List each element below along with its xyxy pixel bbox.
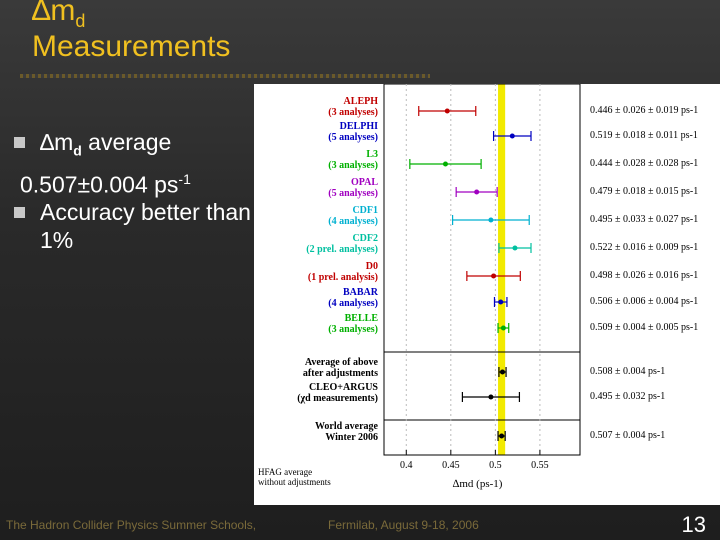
delta-symbol: ∆m — [32, 0, 76, 27]
data-point — [488, 394, 494, 400]
average-band — [498, 84, 506, 455]
data-point — [498, 299, 504, 305]
data-point — [474, 189, 480, 195]
footer-right: Fermilab, August 9-18, 2006 — [328, 518, 479, 532]
title-subscript: d — [75, 11, 86, 31]
measurement-value: 0.498 ± 0.026 ± 0.016 ps-1 — [590, 270, 698, 281]
measurement-value: 0.495 ± 0.032 ps-1 — [590, 391, 665, 402]
measurement-sublabel: (4 analyses) — [328, 298, 378, 309]
data-point — [491, 273, 497, 279]
measurement-value: 0.509 ± 0.004 ± 0.005 ps-1 — [590, 322, 698, 333]
data-point — [500, 325, 506, 331]
footer-left: The Hadron Collider Physics Summer Schoo… — [6, 518, 257, 532]
measurement-value: 0.506 ± 0.006 ± 0.004 ps-1 — [590, 296, 698, 307]
measurement-sublabel: (3 analyses) — [328, 324, 378, 335]
measurement-label: ALEPH — [344, 96, 379, 107]
measurement-sublabel: (χd measurements) — [297, 393, 378, 404]
measurement-value: 0.444 ± 0.028 ± 0.028 ps-1 — [590, 158, 698, 169]
bullet2-text: Accuracy better than 1% — [40, 199, 251, 254]
measurement-sublabel: (4 analyses) — [328, 216, 378, 227]
data-point — [512, 245, 518, 251]
footnote-line2: without adjustments — [258, 477, 331, 487]
x-tick-label: 0.5 — [489, 460, 502, 471]
bullet1-sub: d — [73, 142, 82, 159]
measurement-sublabel: after adjustments — [303, 368, 378, 379]
measurement-value: 0.522 ± 0.016 ± 0.009 ps-1 — [590, 242, 698, 253]
measurement-sublabel: (2 prel. analyses) — [306, 244, 378, 255]
measurement-label: DELPHI — [340, 121, 378, 132]
measurement-value: 0.446 ± 0.026 ± 0.019 ps-1 — [590, 105, 698, 116]
measurement-sublabel: (5 analyses) — [328, 188, 378, 199]
measurement-sublabel: (3 analyses) — [328, 107, 378, 118]
measurement-value: 0.507 ± 0.004 ps-1 — [590, 430, 665, 441]
measurement-value: 0.479 ± 0.018 ± 0.015 ps-1 — [590, 186, 698, 197]
measurement-label: OPAL — [351, 177, 378, 188]
bullet1-prefix: ∆m — [40, 129, 74, 155]
x-tick-label: 0.45 — [442, 460, 460, 471]
data-point — [509, 133, 515, 139]
slide-title-line2: Measurements — [32, 30, 231, 63]
bullet1-suffix: average — [81, 129, 172, 155]
bullet-square-icon — [14, 137, 25, 148]
data-point — [499, 433, 505, 439]
average-value-exp: -1 — [178, 170, 191, 187]
data-point — [442, 161, 448, 167]
measurement-label: BABAR — [343, 287, 379, 298]
measurement-label: CDF2 — [352, 233, 378, 244]
measurement-value: 0.495 ± 0.033 ± 0.027 ps-1 — [590, 214, 698, 225]
measurement-sublabel: (3 analyses) — [328, 160, 378, 171]
dmd-chart: ALEPH(3 analyses) 0.446 ± 0.026 ± 0.019 p… — [258, 83, 698, 490]
page-number: 13 — [681, 512, 706, 537]
title-divider — [20, 74, 430, 78]
hfag-plot-panel: ALEPH (3 analyses) 0.446 ± 0.026 ± 0.019 p… — [254, 83, 720, 505]
bullet-average: ∆md average — [14, 128, 254, 165]
measurement-label: Average of above — [305, 357, 379, 368]
measurement-value: 0.519 ± 0.018 ± 0.011 ps-1 — [590, 130, 698, 141]
plot-frame — [383, 83, 581, 456]
average-value: 0.507±0.004 ps — [20, 171, 179, 198]
measurement-label: D0 — [366, 261, 378, 272]
measurement-label: L3 — [366, 149, 378, 160]
x-axis-label: ∆md (ps-1) — [453, 478, 503, 490]
measurement-label: World average — [315, 421, 379, 432]
measurement-label: CDF1 — [352, 205, 378, 216]
bullet-list: ∆md average 0.507±0.004 ps-1 Accuracy be… — [14, 128, 254, 254]
data-point — [499, 369, 505, 375]
measurement-sublabel: Winter 2006 — [325, 432, 378, 443]
x-tick-label: 0.4 — [400, 460, 413, 471]
measurement-label: BELLE — [345, 313, 379, 324]
slide-title-line1: ∆md — [32, 0, 85, 32]
x-tick-label: 0.55 — [531, 460, 549, 471]
data-point — [444, 108, 450, 114]
measurement-value: 0.508 ± 0.004 ps-1 — [590, 366, 665, 377]
data-point — [488, 217, 494, 223]
bullet-accuracy: Accuracy better than 1% — [14, 198, 254, 254]
measurement-sublabel: (5 analyses) — [328, 132, 378, 143]
footnote-line1: HFAG average — [258, 467, 312, 477]
bullet-square-icon — [14, 207, 25, 219]
measurement-sublabel: (1 prel. analysis) — [308, 272, 378, 283]
measurement-label: CLEO+ARGUS — [309, 382, 378, 393]
average-value-line: 0.507±0.004 ps-1 — [14, 165, 254, 199]
